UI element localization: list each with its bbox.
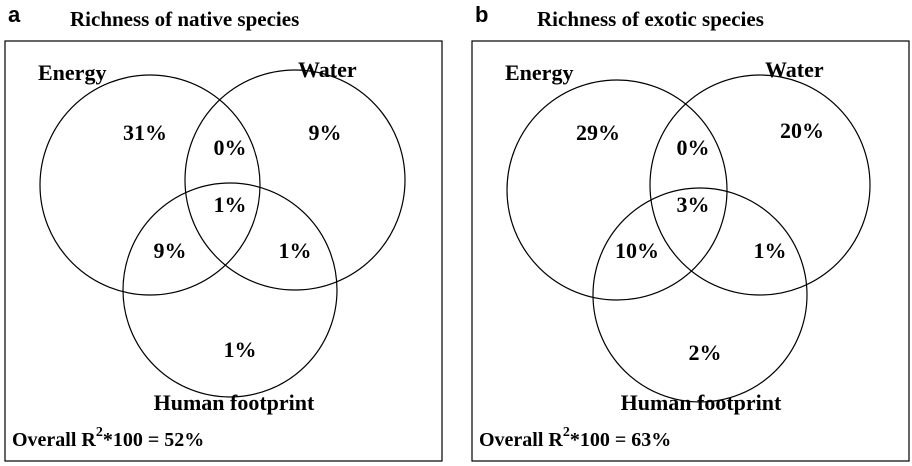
panel-frame xyxy=(471,40,910,462)
region-value: 10% xyxy=(615,238,659,263)
region-value: 3% xyxy=(677,192,710,217)
set-label: Energy xyxy=(38,60,106,85)
set-label: Water xyxy=(765,57,824,82)
region-value: 0% xyxy=(214,135,247,160)
venn-circle xyxy=(506,79,728,301)
set-label: Human footprint xyxy=(621,390,782,415)
overall-prefix: Overall R xyxy=(12,429,96,451)
venn-circle xyxy=(39,74,261,296)
region-value: 1% xyxy=(224,337,257,362)
venn-circle xyxy=(184,69,406,291)
overall-prefix: Overall R xyxy=(479,429,563,451)
overall-superscript: 2 xyxy=(563,425,570,440)
overall-suffix: *100 = 63% xyxy=(570,429,671,451)
set-label: Human footprint xyxy=(154,390,315,415)
panel-frame xyxy=(4,40,443,462)
region-value: 2% xyxy=(689,340,722,365)
panel: b Richness of exotic species Energy Water Hu… xyxy=(471,2,910,462)
venn-circle xyxy=(649,74,871,296)
venn-circle xyxy=(122,182,338,398)
overall-r2: Overall R2*100 = 63% xyxy=(479,425,671,450)
region-value: 29% xyxy=(576,120,620,145)
panel: a Richness of native species Energy Water Hu… xyxy=(4,2,443,462)
region-value: 9% xyxy=(309,120,342,145)
venn-circle xyxy=(592,187,808,403)
panel-letter: b xyxy=(475,2,488,27)
region-value: 0% xyxy=(677,135,710,160)
overall-superscript: 2 xyxy=(96,425,103,440)
set-label: Energy xyxy=(505,60,573,85)
region-value: 31% xyxy=(123,120,167,145)
panel-title: Richness of exotic species xyxy=(537,7,764,31)
region-value: 1% xyxy=(279,238,312,263)
region-value: 9% xyxy=(154,238,187,263)
set-label: Water xyxy=(298,57,357,82)
overall-suffix: *100 = 52% xyxy=(103,429,204,451)
overall-r2: Overall R2*100 = 52% xyxy=(12,425,204,450)
region-value: 1% xyxy=(754,238,787,263)
panel-title: Richness of native species xyxy=(70,7,299,31)
region-value: 20% xyxy=(780,118,824,143)
panel-letter: a xyxy=(8,2,21,27)
region-value: 1% xyxy=(214,192,247,217)
